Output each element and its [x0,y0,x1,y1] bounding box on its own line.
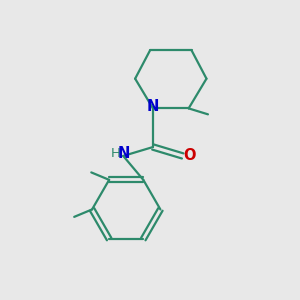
Text: N: N [147,99,159,114]
Text: N: N [118,146,130,161]
Text: O: O [183,148,196,164]
Text: H: H [110,147,120,160]
